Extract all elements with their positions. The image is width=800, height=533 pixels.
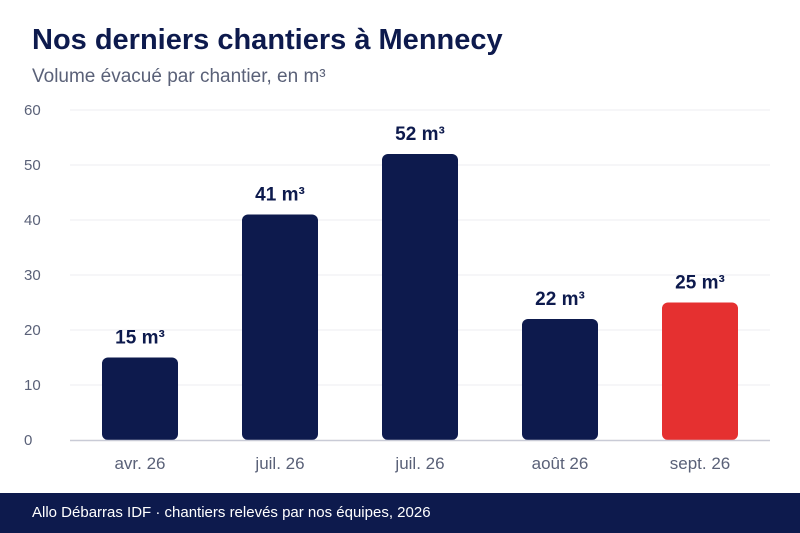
chart-subtitle: Volume évacué par chantier, en m³ [32,66,326,87]
data-label: 22 m³ [535,289,585,310]
bar [662,302,738,440]
y-tick-label: 30 [24,267,41,284]
y-tick-label: 60 [24,102,41,119]
footer-bar: Allo Débarras IDF · chantiers relevés pa… [0,493,800,533]
y-tick-label: 50 [24,157,41,174]
y-tick-label: 10 [24,377,41,394]
chart-title: Nos derniers chantiers à Mennecy [32,24,503,56]
bar [242,214,318,440]
y-tick-label: 40 [24,212,41,229]
x-tick-label: sept. 26 [670,454,731,473]
data-label: 52 m³ [395,124,445,145]
data-label: 15 m³ [115,328,165,349]
footer-source-text: Allo Débarras IDF · chantiers relevés pa… [32,504,431,521]
y-tick-label: 0 [24,432,32,449]
data-label: 25 m³ [675,273,725,294]
bar [382,154,458,440]
x-tick-label: août 26 [532,454,589,473]
data-label: 41 m³ [255,185,305,206]
bar-chart: 0 10 20 30 40 50 60 15 m³ avr. 26 41 m³ juil. 26 52… [24,102,770,473]
y-tick-label: 20 [24,322,41,339]
bar [522,319,598,440]
x-tick-label: avr. 26 [114,454,165,473]
x-tick-label: juil. 26 [254,454,304,473]
x-tick-label: juil. 26 [394,454,444,473]
bar [102,357,178,440]
